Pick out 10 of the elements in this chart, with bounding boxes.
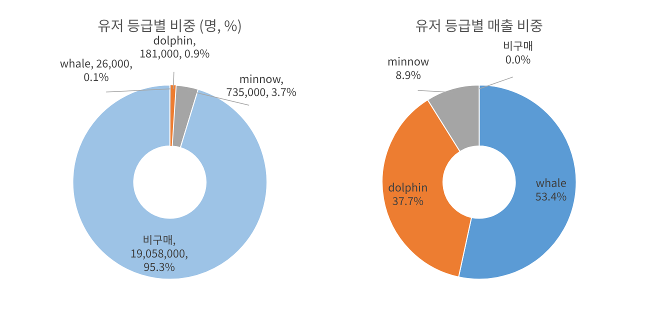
text: 0.0% (505, 52, 531, 68)
slice-label: minnow, 735,000, 3.7% (226, 70, 297, 100)
slice-label: 비구매, 19,058,000, 95.3% (130, 232, 188, 275)
slice-label: dolphin (388, 180, 428, 196)
data-label: 37.7% (392, 193, 424, 210)
slice-label: whale, 26,000, 0.1% (60, 56, 133, 85)
data-label: 8.9% (396, 67, 421, 84)
category-label: 비구매 (502, 38, 534, 54)
chart-title: 유저 등급별 매출 비중 (415, 14, 544, 36)
slice-label: minnow (387, 54, 430, 70)
